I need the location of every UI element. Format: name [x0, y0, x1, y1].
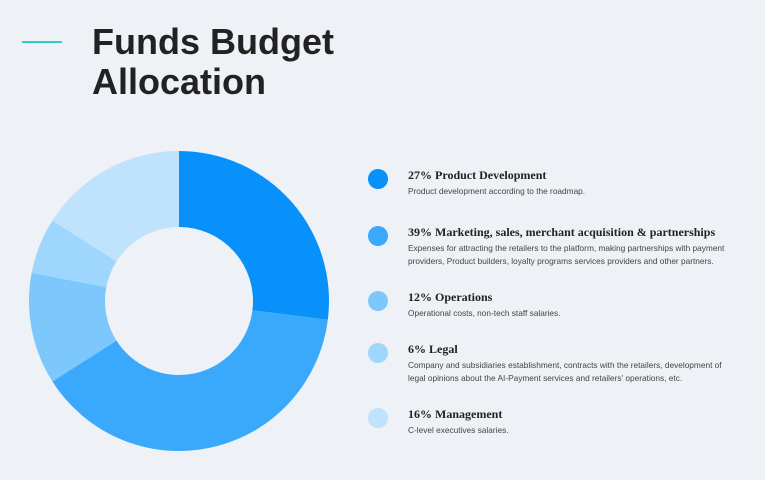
- donut-slice-1: [179, 151, 329, 320]
- donut-chart-svg: [28, 151, 329, 451]
- donut-slice-5: [52, 151, 179, 262]
- legend-item-description: Expenses for attracting the retailers to…: [408, 243, 725, 266]
- legend-item: 6% Legal Company and subsidiaries establi…: [368, 342, 738, 385]
- legend-color-dot: [368, 226, 388, 246]
- legend-item-title: 27% Product Development: [408, 168, 547, 182]
- legend-item-title: 6% Legal: [408, 342, 458, 356]
- chart-legend: 27% Product Development Product developme…: [368, 164, 738, 437]
- page-title: Funds Budget Allocation: [92, 22, 392, 102]
- legend-item: 39% Marketing, sales, merchant acquisiti…: [368, 225, 738, 268]
- donut-slice-4: [31, 220, 117, 288]
- legend-item: 12% Operations Operational costs, non-tec…: [368, 290, 738, 320]
- title-line-1: Funds Budget: [92, 21, 334, 62]
- donut-slice-3: [28, 272, 117, 382]
- legend-item-description: Company and subsidiaries establishment, …: [408, 360, 722, 383]
- legend-color-dot: [368, 408, 388, 428]
- legend-item-title: 12% Operations: [408, 290, 493, 304]
- title-accent-line: [22, 41, 62, 43]
- legend-item-description: Operational costs, non-tech staff salari…: [408, 308, 561, 318]
- donut-chart: [28, 150, 330, 452]
- donut-slice-2: [52, 310, 328, 451]
- legend-item-title: 39% Marketing, sales, merchant acquisiti…: [408, 225, 716, 239]
- legend-item-title: 16% Management: [408, 407, 503, 421]
- legend-color-dot: [368, 169, 388, 189]
- legend-color-dot: [368, 343, 388, 363]
- legend-item: 27% Product Development Product developme…: [368, 168, 738, 198]
- legend-item-description: Product development according to the roa…: [408, 186, 586, 196]
- legend-item: 16% Management C-level executives salarie…: [368, 407, 738, 437]
- legend-color-dot: [368, 291, 388, 311]
- title-line-2: Allocation: [92, 61, 267, 102]
- legend-item-description: C-level executives salaries.: [408, 425, 509, 435]
